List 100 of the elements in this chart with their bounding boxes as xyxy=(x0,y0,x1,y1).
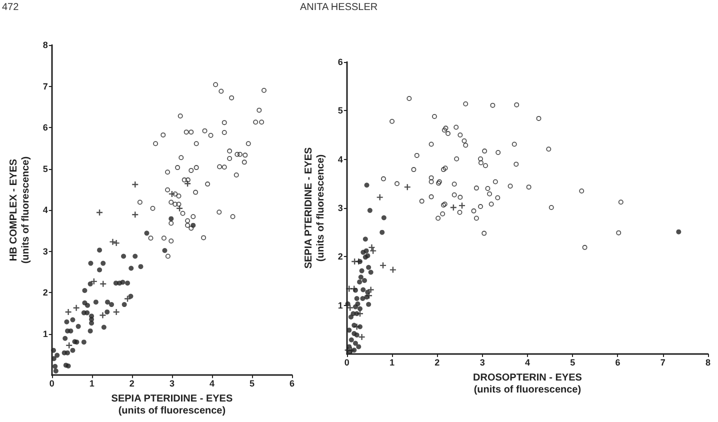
point xyxy=(352,304,358,310)
y-tick-label: 7 xyxy=(42,81,48,92)
point xyxy=(357,279,362,284)
point xyxy=(51,356,56,362)
point xyxy=(366,264,372,270)
x-tick-label: 0 xyxy=(49,378,54,389)
point xyxy=(366,302,372,307)
point xyxy=(168,238,174,244)
x-tick-label: 6 xyxy=(615,358,620,368)
point xyxy=(381,215,386,220)
point xyxy=(110,238,116,245)
x-tick-label: 5 xyxy=(570,358,576,368)
x-tick-label: 3 xyxy=(169,378,174,389)
point xyxy=(354,324,360,330)
point xyxy=(124,296,131,302)
point xyxy=(125,280,130,286)
point xyxy=(354,296,360,302)
point xyxy=(358,306,362,312)
point xyxy=(150,206,156,211)
x-tick-label: 1 xyxy=(390,358,395,368)
point xyxy=(362,236,368,242)
point xyxy=(380,230,385,235)
point xyxy=(178,113,183,118)
y-tick-label: 1 xyxy=(42,328,48,339)
x-axis-title: DROSOPTERIN - EYES (units of fluorescence) xyxy=(473,372,582,396)
point xyxy=(168,220,174,226)
point xyxy=(113,308,120,315)
y-tick-label: 2 xyxy=(338,252,343,262)
point xyxy=(178,155,184,160)
x-tick-label: 6 xyxy=(289,378,295,389)
point xyxy=(229,95,234,100)
point xyxy=(253,120,258,125)
point xyxy=(362,278,368,284)
point xyxy=(370,248,376,254)
point xyxy=(153,141,158,146)
point xyxy=(352,340,358,346)
point xyxy=(122,302,127,308)
point xyxy=(222,164,227,170)
y-tick-label: 1 xyxy=(338,300,343,310)
point xyxy=(344,347,351,354)
point xyxy=(144,230,150,236)
point xyxy=(162,248,168,253)
point xyxy=(120,280,126,285)
point xyxy=(230,214,236,220)
point xyxy=(175,165,180,170)
point xyxy=(76,324,81,329)
point xyxy=(346,286,352,292)
point xyxy=(676,229,682,234)
x-tick-label: 0 xyxy=(344,358,350,368)
point xyxy=(201,235,206,240)
y-tick-label: 3 xyxy=(338,203,343,213)
point xyxy=(216,210,222,215)
x-axis-title: SEPIA PTERIDINE - EYES (units of fluorescence) xyxy=(111,394,233,416)
point xyxy=(242,160,247,165)
point xyxy=(65,308,72,315)
point xyxy=(65,350,70,356)
point xyxy=(194,165,199,170)
point xyxy=(161,236,166,241)
y-tick-label: 5 xyxy=(338,106,343,116)
point xyxy=(345,301,350,306)
point xyxy=(137,200,142,205)
point xyxy=(89,316,94,322)
point xyxy=(364,182,370,188)
point xyxy=(358,334,365,340)
point xyxy=(165,170,170,175)
point xyxy=(190,214,196,220)
point xyxy=(193,190,198,195)
point xyxy=(54,352,60,358)
x-tick-label: 4 xyxy=(209,378,214,389)
point xyxy=(259,120,264,125)
point xyxy=(185,177,190,182)
y-tick-label: 8 xyxy=(42,40,48,50)
point xyxy=(168,216,174,222)
y-axis-title: HB COMPLEX - EYES (units of fluorescence) xyxy=(8,156,32,264)
point xyxy=(82,288,88,294)
point xyxy=(348,337,354,342)
point xyxy=(365,253,370,258)
y-tick-label: 6 xyxy=(338,57,343,67)
point xyxy=(390,266,396,273)
point xyxy=(222,120,227,126)
point xyxy=(359,268,364,274)
x-tick-label: 7 xyxy=(660,358,666,368)
point xyxy=(188,226,194,231)
point xyxy=(237,152,242,157)
point xyxy=(188,168,194,173)
point xyxy=(104,309,110,314)
point xyxy=(128,266,134,271)
y-tick-label: 3 xyxy=(42,246,48,256)
point xyxy=(222,130,227,135)
point xyxy=(105,300,110,305)
point xyxy=(88,281,93,286)
point xyxy=(88,328,93,334)
point xyxy=(132,254,138,259)
point xyxy=(97,267,102,272)
point xyxy=(148,236,154,241)
point xyxy=(348,314,354,320)
y-tick-label: 6 xyxy=(42,122,48,133)
x-tick-label: 1 xyxy=(89,378,94,389)
text: 472 xyxy=(2,2,19,14)
point xyxy=(194,141,199,146)
